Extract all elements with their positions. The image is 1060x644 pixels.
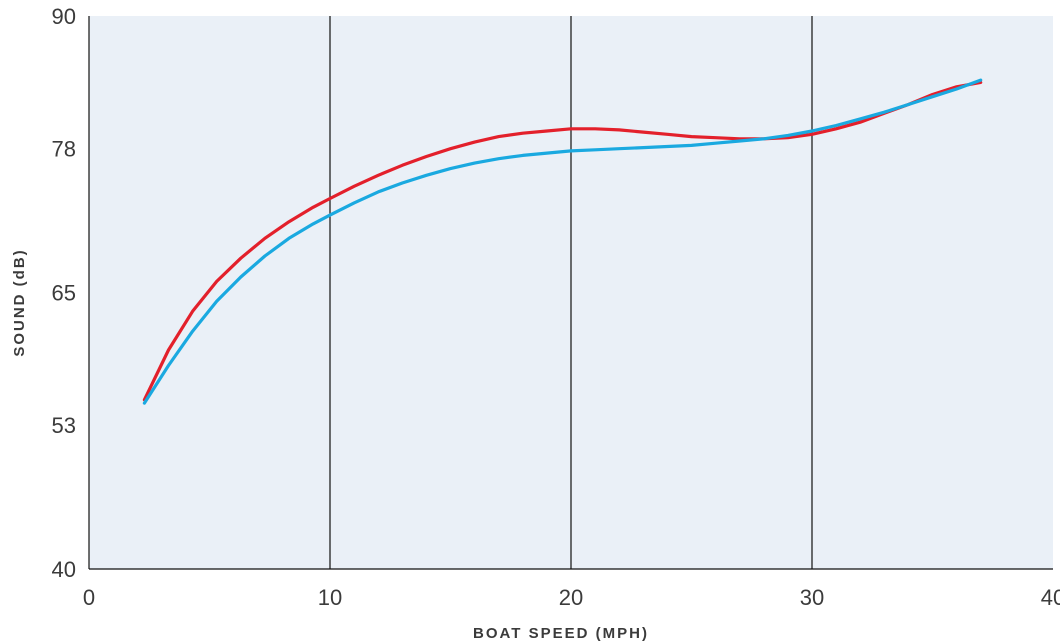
x-tick-label-40: 40 — [1041, 585, 1060, 610]
x-tick-label-30: 30 — [800, 585, 824, 610]
y-axis-title: SOUND (dB) — [11, 248, 28, 356]
y-tick-label-65: 65 — [52, 281, 76, 306]
y-tick-label-40: 40 — [52, 557, 76, 582]
y-tick-label-90: 90 — [52, 4, 76, 29]
tick-labels: 0 10 20 30 40 40 53 65 78 90 — [52, 4, 1060, 610]
series-line-1 — [142, 80, 983, 402]
y-tick-label-53: 53 — [52, 413, 76, 438]
vertical-gridlines — [329, 16, 813, 569]
x-tick-label-10: 10 — [318, 585, 342, 610]
x-axis-title: BOAT SPEED (MPH) — [473, 625, 649, 642]
series-line-2 — [142, 78, 983, 405]
axes — [88, 16, 1053, 570]
y-tick-label-78: 78 — [52, 137, 76, 162]
x-tick-label-0: 0 — [83, 585, 95, 610]
x-tick-label-20: 20 — [559, 585, 583, 610]
series-lines — [142, 78, 983, 405]
